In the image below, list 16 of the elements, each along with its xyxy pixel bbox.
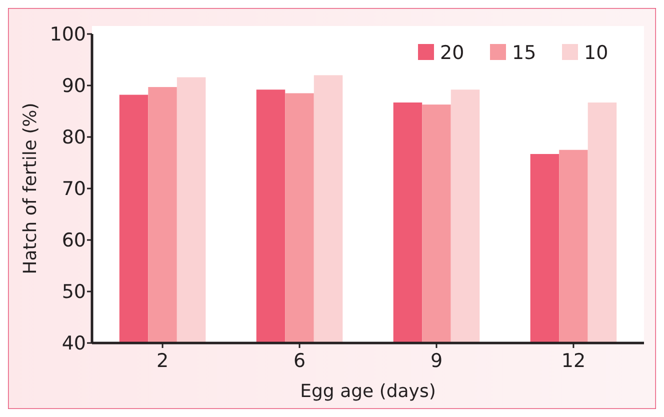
x-tick-label: 2 <box>156 350 169 372</box>
y-tick-label: 50 <box>62 281 86 304</box>
legend-label: 10 <box>584 42 608 64</box>
legend-label: 15 <box>512 42 536 64</box>
y-tick-label: 70 <box>62 178 86 200</box>
x-axis-title: Egg age (days) <box>300 381 436 402</box>
x-tick-label: 6 <box>293 350 306 372</box>
y-tick-label: 100 <box>50 24 86 46</box>
x-tick-label: 9 <box>430 350 443 372</box>
x-tick-label: 12 <box>561 350 586 372</box>
y-tick-label: 90 <box>62 75 86 98</box>
y-tick-label: 60 <box>62 230 86 252</box>
legend-label: 20 <box>440 42 464 64</box>
y-tick-label: 80 <box>62 126 86 149</box>
y-axis-title: Hatch of fertile (%) <box>20 102 41 274</box>
y-tick-label: 40 <box>62 332 86 355</box>
